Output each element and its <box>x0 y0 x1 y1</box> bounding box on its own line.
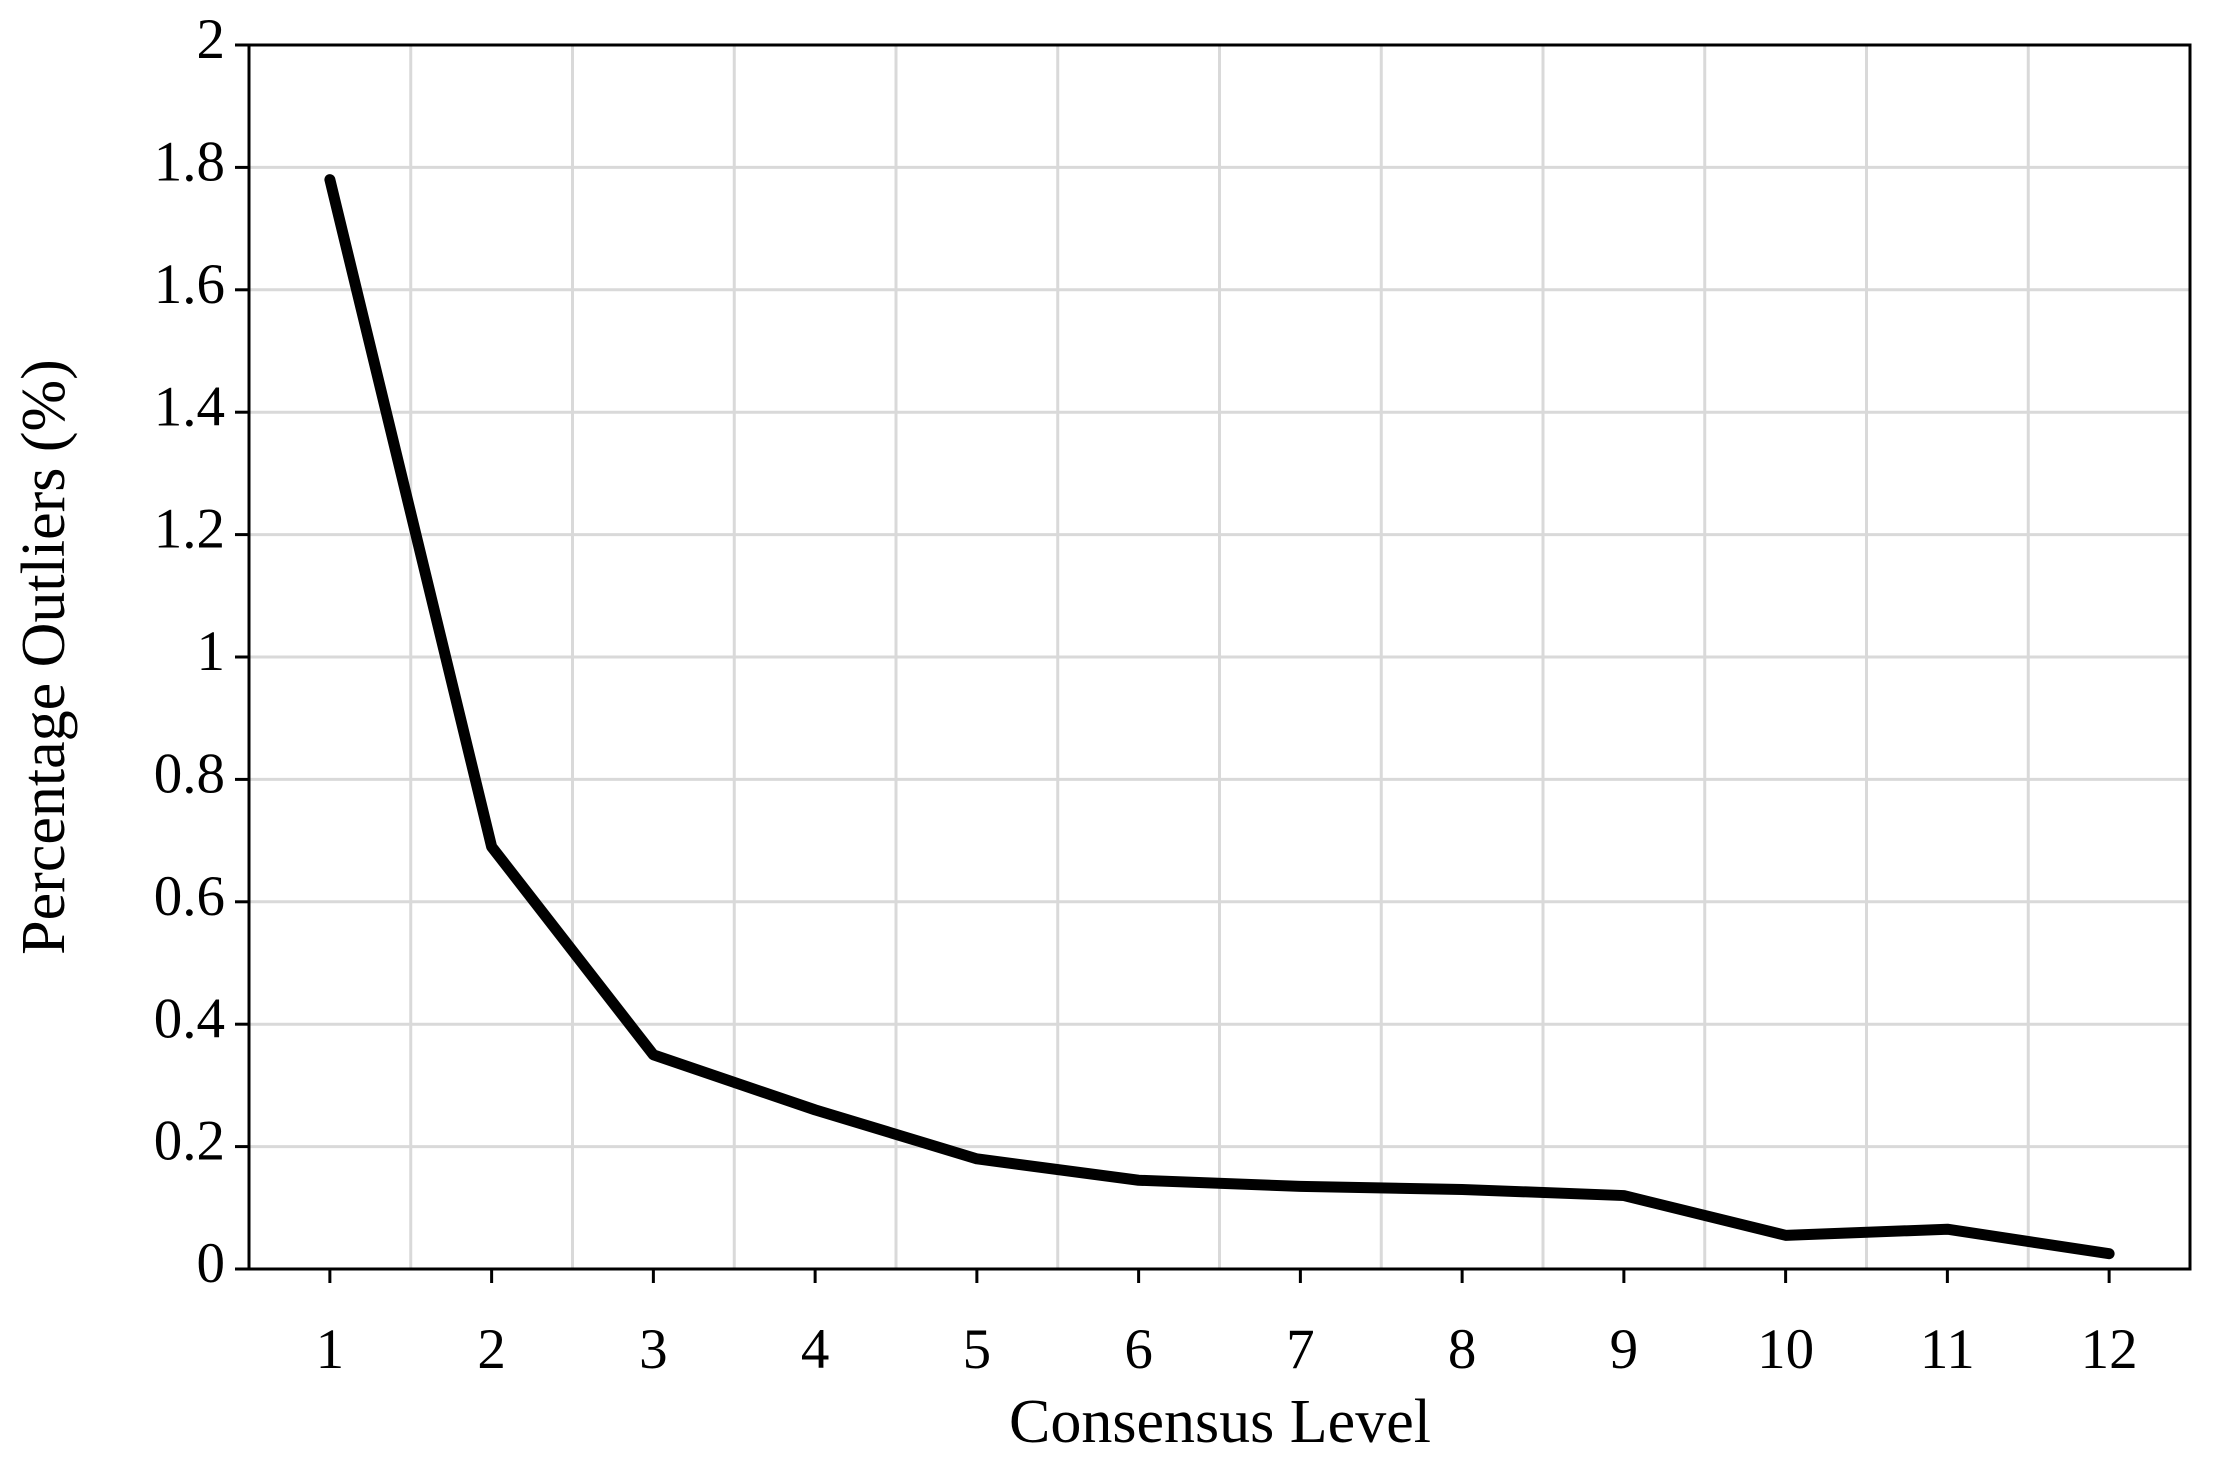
x-tick-label: 3 <box>639 1318 668 1381</box>
y-tick-label: 0 <box>197 1232 226 1295</box>
data-line <box>324 174 2115 1260</box>
x-tick-label: 12 <box>2081 1318 2138 1381</box>
x-tick-label: 6 <box>1124 1318 1153 1381</box>
x-tick-label: 9 <box>1610 1318 1639 1381</box>
x-axis-label: Consensus Level <box>1009 1388 1431 1456</box>
x-tick-label: 2 <box>477 1318 506 1381</box>
y-tick-label: 1 <box>197 620 226 683</box>
x-tick-label: 11 <box>1920 1318 1975 1381</box>
x-tick-label: 4 <box>801 1318 830 1381</box>
y-tick-label: 2 <box>197 8 226 71</box>
x-tick-label: 5 <box>963 1318 992 1381</box>
x-tick-label: 1 <box>316 1318 345 1381</box>
y-tick-label: 1.8 <box>154 130 225 193</box>
y-tick-label: 1.4 <box>154 375 225 438</box>
y-tick-label: 1.6 <box>154 253 225 316</box>
y-tick-label: 0.4 <box>154 987 225 1050</box>
y-tick-label: 0.2 <box>154 1110 225 1173</box>
y-tick-label: 1.2 <box>154 498 225 561</box>
x-tick-label: 7 <box>1286 1318 1315 1381</box>
y-tick-label: 0.6 <box>154 865 225 928</box>
x-tick-label: 10 <box>1757 1318 1814 1381</box>
y-tick-label: 0.8 <box>154 742 225 805</box>
plot-frame <box>247 43 2192 1271</box>
y-axis-label: Percentage Outliers (%) <box>10 359 78 955</box>
x-tick-label: 8 <box>1448 1318 1477 1381</box>
